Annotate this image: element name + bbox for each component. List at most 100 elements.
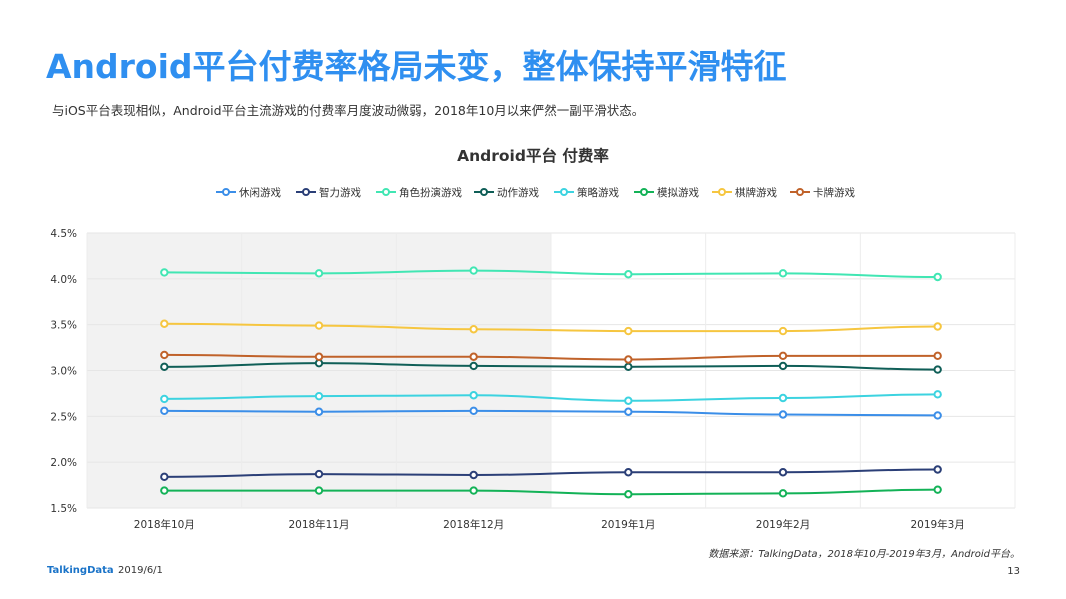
data-point (778, 489, 788, 498)
footer-date: 2019/6/1 (118, 565, 163, 576)
data-point (778, 468, 788, 477)
chart-legend: 休闲游戏 智力游戏 角色扮演游戏 动作游戏 策略游戏 模拟游戏 棋牌游戏 卡牌游戏 (216, 186, 855, 199)
y-tick-label: 4.5% (50, 228, 77, 240)
data-point (160, 319, 169, 328)
data-point (469, 406, 478, 416)
y-tick-label: 4.0% (50, 274, 77, 286)
legend-marker (640, 188, 648, 196)
legend-label: 休闲游戏 (239, 186, 281, 199)
page-title: Android平台付费率格局未变，整体保持平滑特征 (46, 47, 787, 86)
chart-series (160, 266, 942, 499)
data-point (469, 266, 478, 275)
legend-label: 棋牌游戏 (735, 186, 777, 199)
series-休闲游戏 (160, 406, 942, 420)
data-point (160, 362, 169, 372)
legend-label: 动作游戏 (497, 186, 539, 199)
page-number: 13 (1007, 566, 1020, 577)
data-point (624, 490, 633, 499)
x-tick-label: 2018年11月 (288, 518, 349, 531)
data-point (160, 486, 169, 495)
data-point (469, 325, 478, 334)
series-line (164, 322, 938, 333)
data-point (314, 391, 324, 401)
legend-marker (718, 188, 726, 196)
data-point (933, 465, 942, 474)
data-point (469, 361, 478, 371)
series-策略游戏 (160, 390, 942, 405)
legend-item: 卡牌游戏 (790, 186, 855, 199)
legend-marker (222, 188, 230, 196)
legend-item: 棋牌游戏 (712, 186, 777, 199)
x-tick-label: 2019年3月 (910, 518, 964, 531)
legend-marker (480, 188, 488, 196)
data-point (624, 355, 633, 364)
x-tick-label: 2019年2月 (756, 518, 810, 531)
data-point (933, 411, 942, 420)
data-point (160, 268, 169, 277)
data-point (933, 272, 942, 282)
data-point (778, 361, 788, 371)
data-point (314, 469, 324, 479)
legend-marker (560, 188, 568, 196)
data-point (469, 486, 478, 495)
series-line (164, 393, 938, 402)
legend-item: 角色扮演游戏 (376, 186, 462, 199)
legend-item: 动作游戏 (474, 186, 539, 199)
legend-marker (302, 188, 310, 196)
data-point (160, 350, 169, 360)
series-line (164, 488, 938, 496)
legend-item: 智力游戏 (296, 186, 361, 199)
y-tick-label: 1.5% (50, 503, 77, 515)
data-point (160, 406, 169, 416)
data-point (933, 351, 942, 361)
data-point (778, 269, 788, 278)
x-tick-label: 2019年1月 (601, 518, 655, 531)
chart-title: Android平台 付费率 (457, 147, 609, 165)
y-tick-label: 3.5% (50, 320, 77, 332)
legend-marker (796, 188, 804, 196)
data-point (314, 321, 324, 330)
series-line (164, 362, 938, 371)
data-point (469, 391, 478, 400)
data-point (469, 352, 478, 361)
series-智力游戏 (160, 465, 942, 482)
data-point (778, 326, 788, 336)
y-tick-label: 3.0% (50, 366, 77, 378)
data-point (624, 468, 633, 477)
talkingdata-logo: TalkingData (47, 565, 114, 576)
data-point (624, 407, 633, 416)
data-point (160, 472, 169, 482)
legend-item: 模拟游戏 (634, 186, 699, 199)
legend-label: 策略游戏 (577, 186, 619, 199)
legend-label: 角色扮演游戏 (399, 186, 462, 199)
data-point (624, 326, 633, 336)
data-point (160, 394, 169, 404)
data-source-note: 数据来源：TalkingData，2018年10月-2019年3月，Androi… (708, 549, 1020, 560)
series-卡牌游戏 (160, 350, 942, 364)
legend-item: 休闲游戏 (216, 186, 281, 199)
series-模拟游戏 (160, 485, 942, 499)
legend-label: 智力游戏 (319, 186, 361, 199)
y-tick-label: 2.0% (50, 457, 77, 469)
data-point (933, 322, 942, 331)
series-棋牌游戏 (160, 319, 942, 336)
chart-axes: 1.5% 2.0% 2.5% 3.0% 3.5% 4.0% 4.5% 2018年10月 2018… (50, 228, 965, 531)
series-line (164, 353, 938, 361)
legend-label: 模拟游戏 (657, 186, 699, 199)
data-point (314, 486, 324, 495)
series-动作游戏 (160, 358, 942, 374)
data-point (778, 393, 788, 403)
legend-marker (382, 188, 390, 196)
data-point (624, 362, 633, 372)
series-line (164, 468, 938, 478)
series-角色扮演游戏 (160, 266, 942, 282)
data-point (314, 269, 324, 278)
data-point (778, 351, 788, 361)
data-point (624, 396, 633, 405)
data-point (933, 390, 942, 399)
series-line (164, 269, 938, 278)
legend-item: 策略游戏 (554, 186, 619, 199)
series-line (164, 409, 938, 417)
data-point (778, 410, 788, 419)
